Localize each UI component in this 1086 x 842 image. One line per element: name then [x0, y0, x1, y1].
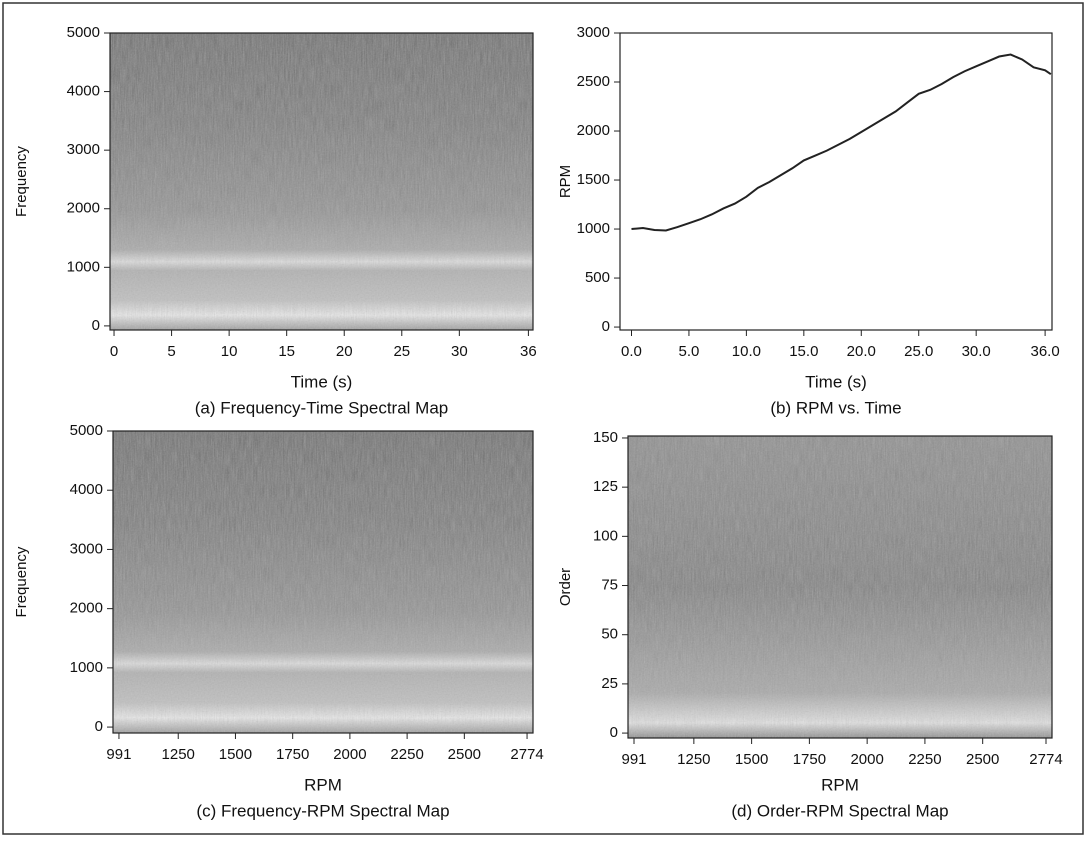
x-axis-label: RPM [304, 775, 342, 794]
x-tick-label: 10 [221, 343, 238, 360]
x-tick-label: 2000 [850, 751, 883, 768]
y-tick-label: 5000 [67, 24, 100, 41]
y-tick-label: 2000 [70, 600, 103, 617]
x-tick-label: 0 [110, 343, 118, 360]
x-tick-label: 2774 [510, 746, 543, 763]
plot-frame [619, 32, 1053, 331]
spectral-grain [628, 436, 1052, 738]
x-tick-label: 36 [520, 343, 537, 360]
x-tick-label: 25 [393, 343, 410, 360]
x-tick-label: 2774 [1029, 751, 1062, 768]
y-axis-label: RPM [557, 165, 574, 198]
panel-caption: (d) Order-RPM Spectral Map [731, 801, 948, 820]
x-tick-label: 5.0 [679, 343, 700, 360]
x-tick-label: 1500 [219, 746, 252, 763]
x-tick-label: 2500 [966, 751, 999, 768]
x-tick-label: 1750 [793, 751, 826, 768]
y-tick-label: 4000 [67, 83, 100, 100]
x-tick-label: 20 [336, 343, 353, 360]
spectral-grain [113, 431, 533, 733]
x-tick-label: 25.0 [904, 343, 933, 360]
x-tick-label: 1250 [162, 746, 195, 763]
x-tick-label: 2000 [333, 746, 366, 763]
x-tick-label: 2500 [448, 746, 481, 763]
y-tick-label: 25 [601, 675, 618, 692]
y-tick-label: 0 [95, 718, 103, 735]
x-tick-label: 15 [278, 343, 295, 360]
panel: 0 500 1000 1500 2000 2500 3000 0.0 5.0 10.0 15.0 20… [557, 24, 1060, 418]
x-tick-label: 30.0 [962, 343, 991, 360]
x-tick-label: 991 [106, 746, 131, 763]
x-tick-label: 30 [451, 343, 468, 360]
panel: 0 1000 2000 3000 4000 5000 0 5 10 15 20 25 30 36 Time … [13, 24, 537, 418]
y-tick-label: 0 [92, 317, 100, 334]
x-tick-label: 1250 [677, 751, 710, 768]
panel-caption: (a) Frequency-Time Spectral Map [195, 398, 449, 417]
x-tick-label: 10.0 [732, 343, 761, 360]
panel: 0 1000 2000 3000 4000 5000 991 1250 1500 1750 2000… [13, 422, 544, 821]
y-tick-label: 3000 [67, 141, 100, 158]
y-tick-label: 2000 [67, 200, 100, 217]
y-tick-label: 1000 [70, 659, 103, 676]
y-axis-label: Frequency [13, 146, 30, 217]
plot-frame [112, 430, 534, 734]
x-axis-label: Time (s) [805, 372, 867, 391]
x-tick-label: 2250 [390, 746, 423, 763]
y-tick-label: 5000 [70, 422, 103, 439]
y-tick-label: 2500 [577, 73, 610, 90]
panel: 0 25 50 75 100 125 150 991 1250 1500 1750 2000 2250 2… [557, 429, 1063, 821]
y-tick-label: 0 [610, 724, 618, 741]
y-tick-label: 2000 [577, 122, 610, 139]
panel-caption: (c) Frequency-RPM Spectral Map [196, 801, 449, 820]
x-tick-label: 0.0 [621, 343, 642, 360]
y-tick-label: 3000 [577, 24, 610, 41]
y-axis-label: Order [557, 568, 574, 606]
spectral-grain [110, 33, 533, 330]
x-axis-label: Time (s) [291, 372, 353, 391]
y-tick-label: 150 [593, 429, 618, 446]
y-tick-label: 50 [601, 626, 618, 643]
plot-frame [627, 435, 1053, 739]
y-tick-label: 0 [602, 318, 610, 335]
y-tick-label: 1000 [67, 258, 100, 275]
x-tick-label: 15.0 [789, 343, 818, 360]
y-tick-label: 75 [601, 576, 618, 593]
rpm-line [631, 53, 1052, 232]
x-tick-label: 20.0 [847, 343, 876, 360]
y-tick-label: 4000 [70, 481, 103, 498]
x-tick-label: 5 [167, 343, 175, 360]
x-tick-label: 2250 [908, 751, 941, 768]
y-tick-label: 100 [593, 527, 618, 544]
panel-caption: (b) RPM vs. Time [770, 398, 901, 417]
plot-frame [109, 32, 534, 331]
y-axis-label: Frequency [13, 546, 30, 617]
x-axis-label: RPM [821, 775, 859, 794]
y-tick-label: 500 [585, 269, 610, 286]
x-tick-label: 1500 [735, 751, 768, 768]
y-tick-label: 3000 [70, 540, 103, 557]
x-tick-label: 1750 [276, 746, 309, 763]
y-tick-label: 125 [593, 478, 618, 495]
x-tick-label: 991 [621, 751, 646, 768]
y-tick-label: 1000 [577, 220, 610, 237]
y-tick-label: 1500 [577, 171, 610, 188]
x-tick-label: 36.0 [1031, 343, 1060, 360]
